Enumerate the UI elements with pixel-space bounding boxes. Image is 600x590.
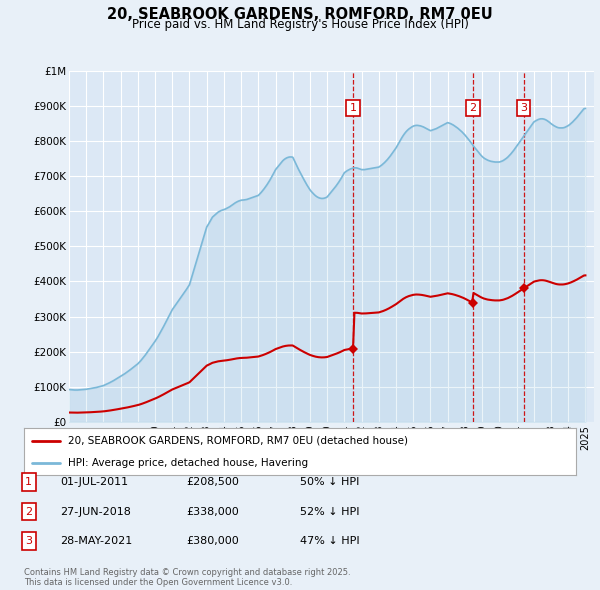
Text: 20, SEABROOK GARDENS, ROMFORD, RM7 0EU: 20, SEABROOK GARDENS, ROMFORD, RM7 0EU (107, 7, 493, 22)
Text: 2: 2 (25, 507, 32, 516)
Text: 2: 2 (470, 103, 477, 113)
Text: £380,000: £380,000 (186, 536, 239, 546)
Text: Price paid vs. HM Land Registry's House Price Index (HPI): Price paid vs. HM Land Registry's House … (131, 18, 469, 31)
Text: £208,500: £208,500 (186, 477, 239, 487)
Text: 50% ↓ HPI: 50% ↓ HPI (300, 477, 359, 487)
Text: 28-MAY-2021: 28-MAY-2021 (60, 536, 132, 546)
Text: 3: 3 (25, 536, 32, 546)
Text: 27-JUN-2018: 27-JUN-2018 (60, 507, 131, 516)
Text: Contains HM Land Registry data © Crown copyright and database right 2025.
This d: Contains HM Land Registry data © Crown c… (24, 568, 350, 587)
Text: 01-JUL-2011: 01-JUL-2011 (60, 477, 128, 487)
Text: 20, SEABROOK GARDENS, ROMFORD, RM7 0EU (detached house): 20, SEABROOK GARDENS, ROMFORD, RM7 0EU (… (68, 436, 408, 446)
Text: 52% ↓ HPI: 52% ↓ HPI (300, 507, 359, 516)
Text: 1: 1 (25, 477, 32, 487)
Text: HPI: Average price, detached house, Havering: HPI: Average price, detached house, Have… (68, 458, 308, 468)
Text: 1: 1 (350, 103, 356, 113)
Text: 47% ↓ HPI: 47% ↓ HPI (300, 536, 359, 546)
Text: 3: 3 (520, 103, 527, 113)
Text: £338,000: £338,000 (186, 507, 239, 516)
